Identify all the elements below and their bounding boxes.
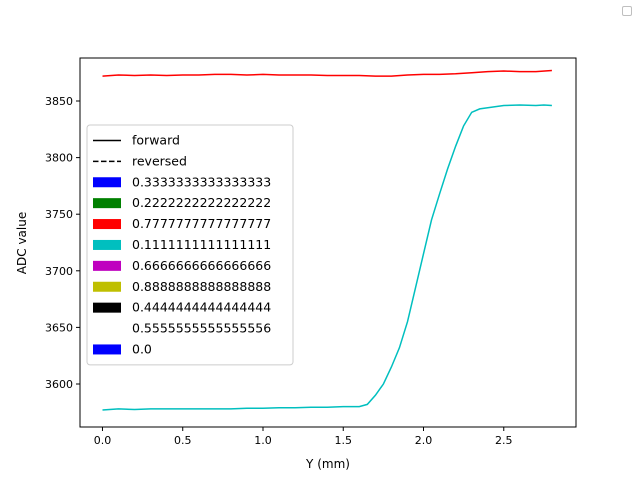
y-tick-label: 3800 xyxy=(45,152,73,165)
legend-box xyxy=(86,124,294,366)
legend-patch xyxy=(93,344,121,355)
legend-patch xyxy=(93,323,121,334)
legend-patch xyxy=(93,198,121,209)
x-tick-label: 1.5 xyxy=(334,434,352,447)
legend-patch xyxy=(93,239,121,250)
y-tick-label: 3600 xyxy=(45,378,73,391)
legend-label: 0.0 xyxy=(132,341,152,356)
y-tick-label: 3650 xyxy=(45,321,73,334)
x-tick-label: 2.0 xyxy=(415,434,433,447)
x-axis: 0.0 0.5 1.0 1.5 2.0 2.5 xyxy=(94,427,513,447)
legend-patch xyxy=(93,260,121,271)
plot-frame xyxy=(79,57,577,428)
legend-label: forward xyxy=(132,132,180,147)
x-tick-label: 0.5 xyxy=(174,434,192,447)
y-axis-label: ADC value xyxy=(15,212,29,274)
corner-checkbox[interactable] xyxy=(622,6,632,16)
y-axis: 3600 3650 3700 3750 3800 3850 xyxy=(45,95,80,391)
legend: forward reversed 0.3333333333333333 0.22222… xyxy=(86,124,294,366)
legend-label: reversed xyxy=(132,153,187,168)
legend-patch xyxy=(93,219,121,230)
legend-label: 0.6666666666666666 xyxy=(132,258,271,273)
series-line-1 xyxy=(102,69,552,77)
y-tick-label: 3750 xyxy=(45,208,73,221)
legend-label: 0.8888888888888888 xyxy=(132,279,271,294)
legend-patch xyxy=(93,177,121,188)
legend-label: 0.4444444444444444 xyxy=(132,300,271,315)
y-tick-label: 3700 xyxy=(45,265,73,278)
legend-label: 0.5555555555555556 xyxy=(132,321,271,336)
y-tick-label: 3850 xyxy=(45,95,73,108)
legend-label: 0.2222222222222222 xyxy=(132,195,271,210)
x-axis-label: Y (mm) xyxy=(305,457,350,471)
legend-label: 0.7777777777777777 xyxy=(132,216,271,231)
legend-label: 0.1111111111111111 xyxy=(132,237,271,252)
series-lines xyxy=(102,69,552,411)
legend-patch xyxy=(93,281,121,292)
legend-label: 0.3333333333333333 xyxy=(132,174,271,189)
legend-patch xyxy=(93,302,121,313)
x-tick-label: 2.5 xyxy=(495,434,513,447)
x-tick-label: 0.0 xyxy=(94,434,112,447)
x-tick-label: 1.0 xyxy=(254,434,272,447)
series-line-2 xyxy=(102,104,552,411)
